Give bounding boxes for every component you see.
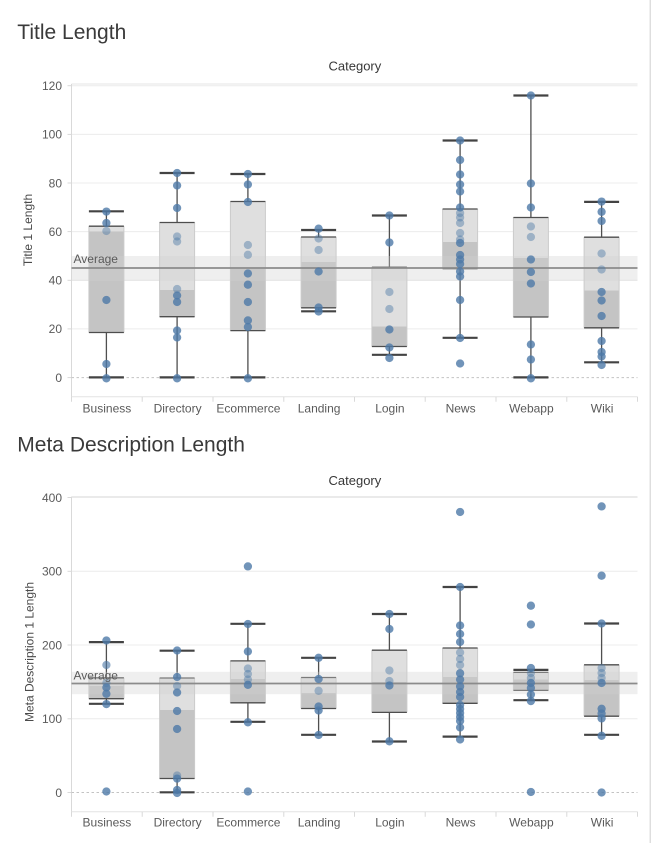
svg-text:60: 60 xyxy=(49,225,63,239)
svg-text:News: News xyxy=(446,402,476,416)
svg-text:0: 0 xyxy=(55,371,62,385)
svg-text:120: 120 xyxy=(42,79,62,93)
svg-text:80: 80 xyxy=(49,176,63,190)
svg-text:Average: Average xyxy=(74,669,119,683)
svg-text:Directory: Directory xyxy=(154,816,202,830)
svg-text:News: News xyxy=(446,816,476,830)
svg-text:300: 300 xyxy=(42,565,62,579)
svg-text:400: 400 xyxy=(42,491,62,505)
svg-text:Ecommerce: Ecommerce xyxy=(216,402,280,416)
svg-text:Meta Description 1 Length: Meta Description 1 Length xyxy=(23,582,37,722)
svg-text:Webapp: Webapp xyxy=(509,816,554,830)
svg-text:200: 200 xyxy=(42,638,62,652)
svg-text:Webapp: Webapp xyxy=(509,402,554,416)
svg-text:Business: Business xyxy=(83,816,132,830)
svg-text:Login: Login xyxy=(375,402,404,416)
svg-text:Directory: Directory xyxy=(154,402,202,416)
svg-text:20: 20 xyxy=(49,322,63,336)
svg-text:Category: Category xyxy=(329,473,382,488)
svg-text:Landing: Landing xyxy=(298,402,341,416)
svg-text:Wiki: Wiki xyxy=(591,816,614,830)
svg-text:100: 100 xyxy=(42,128,62,142)
svg-text:Average: Average xyxy=(74,252,119,266)
svg-text:Ecommerce: Ecommerce xyxy=(216,816,280,830)
svg-text:Title 1 Length: Title 1 Length xyxy=(21,194,35,266)
svg-text:0: 0 xyxy=(55,786,62,800)
svg-text:40: 40 xyxy=(49,274,63,288)
svg-text:100: 100 xyxy=(42,712,62,726)
svg-text:Meta Description Length: Meta Description Length xyxy=(17,433,245,456)
svg-text:Login: Login xyxy=(375,816,404,830)
svg-text:Landing: Landing xyxy=(298,816,341,830)
svg-text:Wiki: Wiki xyxy=(591,402,614,416)
svg-text:Business: Business xyxy=(83,402,132,416)
svg-text:Category: Category xyxy=(329,59,382,74)
svg-text:Title Length: Title Length xyxy=(17,21,126,44)
